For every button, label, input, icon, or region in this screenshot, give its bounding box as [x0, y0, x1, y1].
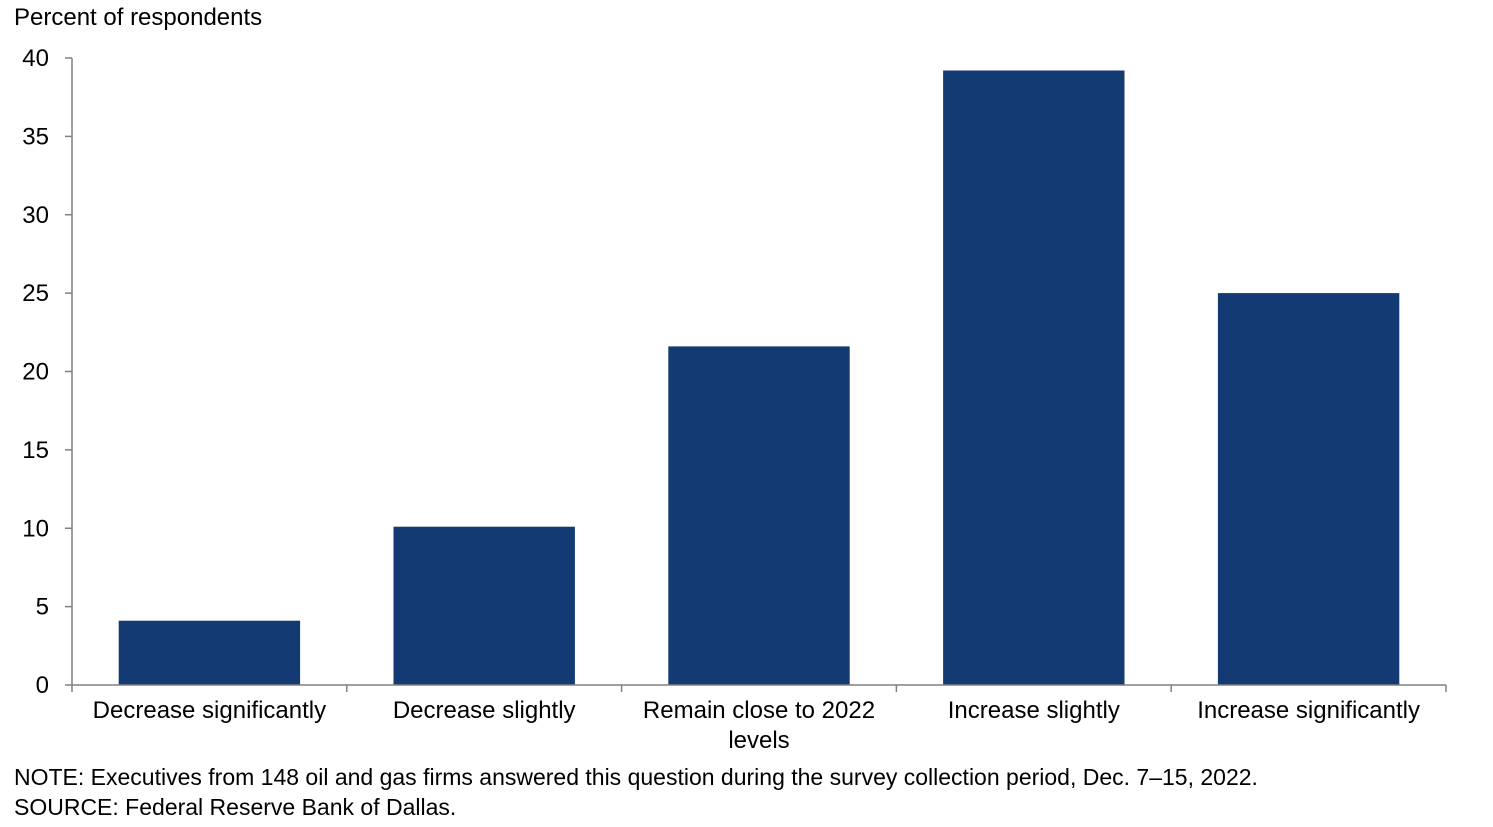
y-tick-label: 10: [22, 515, 49, 542]
bar: [118, 620, 301, 685]
y-tick-label: 15: [22, 437, 49, 464]
note-text: NOTE: Executives from 148 oil and gas fi…: [14, 764, 1258, 790]
y-tick-label: 25: [22, 280, 49, 307]
x-tick-label: Remain close to 2022 levels: [643, 697, 875, 754]
y-tick-label: 5: [36, 594, 49, 621]
y-tick-label: 30: [22, 202, 49, 229]
x-tick-label: Increase significantly: [1197, 697, 1420, 724]
y-axis-title: Percent of respondents: [14, 4, 263, 31]
x-tick-label: Decrease slightly: [393, 697, 576, 724]
y-tick-label: 0: [36, 672, 49, 699]
y-tick-label: 35: [22, 123, 49, 150]
bar: [1217, 293, 1400, 685]
y-tick-label: 40: [22, 45, 49, 72]
source-text: SOURCE: Federal Reserve Bank of Dallas.: [14, 794, 457, 820]
x-tick-label: Decrease significantly: [93, 697, 326, 724]
x-tick-label: Increase slightly: [948, 697, 1120, 724]
bar: [943, 70, 1125, 685]
y-tick-label: 20: [22, 359, 49, 386]
bar: [668, 346, 850, 685]
bar: [393, 526, 575, 685]
chart-notes: NOTE: Executives from 148 oil and gas fi…: [14, 762, 1258, 822]
